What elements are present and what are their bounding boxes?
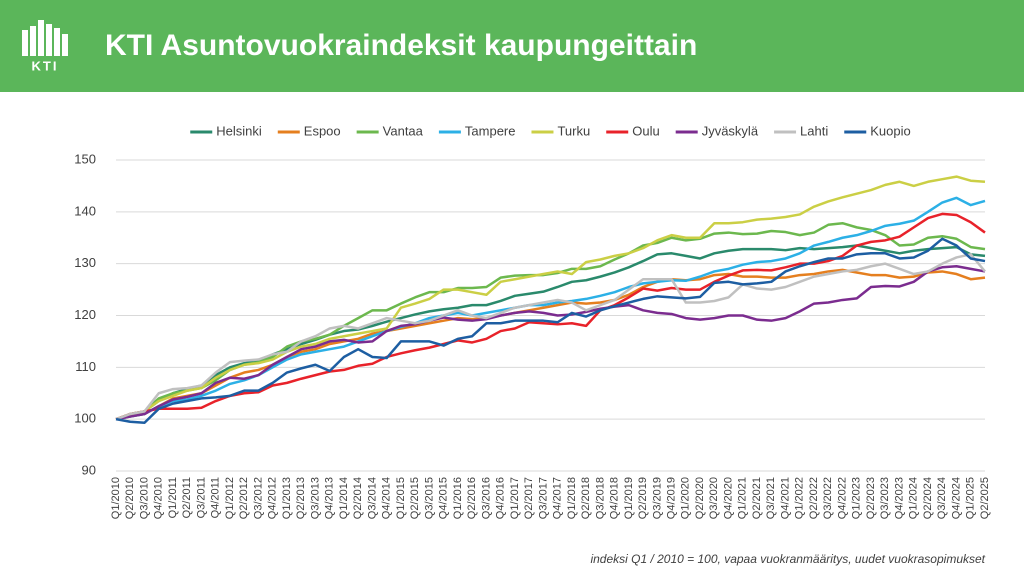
x-tick-label: Q3/2018	[594, 477, 606, 519]
series-line	[115, 268, 986, 421]
x-tick-label: Q2/2021	[751, 477, 763, 519]
x-tick-label: Q1/2013	[281, 477, 293, 519]
x-tick-label: Q2/2011	[181, 477, 193, 518]
x-tick-label: Q1/2019	[623, 477, 635, 519]
x-tick-label: Q3/2012	[252, 477, 264, 519]
y-tick-label: 100	[74, 411, 96, 426]
series-line	[115, 265, 986, 421]
x-tick-label: Q2/2015	[409, 477, 421, 519]
y-tick-label: 110	[75, 359, 96, 374]
x-tick-label: Q1/2017	[509, 477, 521, 519]
legend-label: Oulu	[632, 123, 659, 138]
x-tick-label: Q1/2010	[110, 477, 122, 519]
x-tick-label: Q1/2021	[737, 477, 749, 519]
x-tick-label: Q2/2024	[922, 477, 934, 519]
x-tick-label: Q2/2017	[523, 477, 535, 519]
series-line	[115, 212, 986, 421]
series-line	[115, 196, 986, 421]
x-tick-label: Q3/2011	[195, 477, 207, 518]
x-tick-label: Q4/2024	[950, 477, 962, 519]
y-tick-label: 130	[74, 255, 96, 270]
x-tick-label: Q4/2014	[381, 477, 393, 519]
y-tick-label: 140	[74, 203, 96, 218]
x-tick-label: Q4/2023	[893, 477, 905, 519]
legend-label: Tampere	[465, 123, 516, 138]
x-tick-label: Q4/2015	[438, 477, 450, 519]
logo-icon	[22, 20, 68, 56]
x-tick-label: Q2/2022	[808, 477, 820, 519]
x-tick-label: Q4/2016	[495, 477, 507, 519]
x-tick-label: Q4/2019	[665, 477, 677, 519]
legend: Helsinki Espoo Vantaa Tampere Turku Oulu Jyväs…	[190, 123, 911, 138]
legend-label: Espoo	[304, 123, 341, 138]
x-tick-label: Q4/2013	[324, 477, 336, 519]
x-tick-label: Q3/2022	[822, 477, 834, 519]
x-tick-label: Q1/2020	[680, 477, 692, 519]
x-tick-label: Q3/2010	[138, 477, 150, 519]
logo-text: KTI	[32, 58, 59, 73]
x-tick-label: Q1/2025	[965, 477, 977, 519]
x-tick-label: Q4/2011	[210, 477, 222, 518]
x-tick-label: Q1/2016	[452, 477, 464, 519]
y-tick-label: 150	[74, 151, 96, 166]
legend-label: Kuopio	[870, 123, 910, 138]
x-tick-label: Q3/2016	[480, 477, 492, 519]
series-line	[115, 221, 986, 421]
x-tick-label: Q4/2021	[779, 477, 791, 519]
x-tick-label: Q2/2014	[352, 477, 364, 519]
x-tick-label: Q4/2012	[267, 477, 279, 519]
x-tick-label: Q3/2014	[366, 477, 378, 519]
legend-label: Vantaa	[383, 123, 424, 138]
x-tick-label: Q1/2014	[338, 477, 350, 519]
y-tick-label: 90	[82, 462, 96, 477]
header-bar	[0, 0, 1024, 92]
x-tick-label: Q2/2019	[637, 477, 649, 519]
x-tick-label: Q4/2022	[836, 477, 848, 519]
series-line	[115, 175, 986, 421]
x-tick-label: Q1/2018	[566, 477, 578, 519]
x-tick-label: Q3/2019	[651, 477, 663, 519]
x-tick-label: Q3/2024	[936, 477, 948, 519]
x-tick-label: Q1/2023	[851, 477, 863, 519]
x-tick-label: Q2/2012	[238, 477, 250, 519]
legend-label: Lahti	[800, 123, 828, 138]
x-tick-label: Q2/2013	[295, 477, 307, 519]
x-tick-label: Q2/2010	[124, 477, 136, 519]
x-tick-label: Q3/2023	[879, 477, 891, 519]
legend-label: Helsinki	[216, 123, 262, 138]
x-tick-label: Q1/2024	[908, 477, 920, 519]
series-line	[115, 253, 986, 421]
legend-label: Turku	[557, 123, 590, 138]
x-tick-label: Q1/2011	[167, 477, 179, 518]
series-line	[115, 237, 986, 425]
y-tick-label: 120	[74, 307, 96, 322]
footnote: indeksi Q1 / 2010 = 100, vapaa vuokranmä…	[590, 552, 985, 566]
x-tick-label: Q2/2016	[466, 477, 478, 519]
x-tick-label: Q1/2012	[224, 477, 236, 519]
x-tick-label: Q3/2021	[765, 477, 777, 519]
x-tick-label: Q2/2018	[580, 477, 592, 519]
x-tick-label: Q4/2010	[153, 477, 165, 519]
x-tick-label: Q1/2022	[794, 477, 806, 519]
x-tick-label: Q3/2017	[537, 477, 549, 519]
x-tick-label: Q3/2020	[708, 477, 720, 519]
chart-title: KTI Asuntovuokraindeksit kaupungeittain	[105, 29, 697, 62]
x-tick-label: Q2/2025	[979, 477, 991, 519]
x-tick-label: Q4/2017	[552, 477, 564, 519]
legend-label: Jyväskylä	[702, 123, 759, 138]
x-tick-label: Q2/2023	[865, 477, 877, 519]
x-tick-label: Q4/2020	[722, 477, 734, 519]
x-tick-label: Q4/2018	[609, 477, 621, 519]
x-tick-label: Q1/2015	[395, 477, 407, 519]
x-tick-label: Q3/2013	[309, 477, 321, 519]
x-tick-label: Q2/2020	[694, 477, 706, 519]
x-tick-label: Q3/2015	[423, 477, 435, 519]
